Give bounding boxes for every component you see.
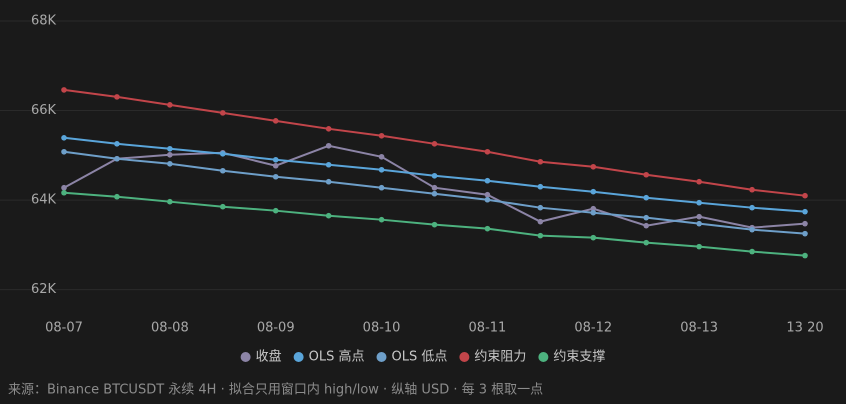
data-point <box>61 189 67 196</box>
legend-marker <box>293 352 304 362</box>
data-point <box>696 243 702 250</box>
data-point <box>378 132 385 139</box>
data-point <box>61 184 67 191</box>
data-point <box>696 178 702 185</box>
y-tick-label: 64K <box>31 193 57 208</box>
x-tick-label: 13 20 <box>786 321 823 336</box>
data-point <box>484 196 491 203</box>
data-point <box>325 212 332 219</box>
data-point <box>590 205 597 212</box>
data-point <box>802 230 808 237</box>
data-point <box>431 221 438 228</box>
data-point <box>272 207 279 214</box>
data-point <box>537 232 544 239</box>
data-point <box>643 222 650 229</box>
data-point <box>643 194 650 201</box>
data-point <box>537 204 544 211</box>
legend-label: 收盘 <box>256 349 282 365</box>
x-tick-label: 08-08 <box>151 321 189 336</box>
data-point <box>378 166 385 173</box>
data-point <box>749 204 755 211</box>
legend: 收盘 OLS 高点 OLS 低点 约束阻力 约束支撑 <box>240 349 605 365</box>
data-point <box>431 184 438 191</box>
data-point <box>167 160 173 167</box>
data-point <box>696 213 702 220</box>
data-point <box>61 135 67 141</box>
data-point <box>219 203 226 210</box>
legend-label: OLS 高点 <box>309 349 365 365</box>
data-point <box>272 156 279 163</box>
data-point <box>325 126 332 132</box>
legend-marker <box>376 352 387 362</box>
grid: 62K 64K 66K 68K 08-07 08-08 08-09 08-10 08-11 08-… <box>0 14 846 336</box>
data-point <box>484 148 491 155</box>
data-point <box>590 188 597 195</box>
data-point <box>537 218 544 225</box>
legend-marker <box>459 352 470 362</box>
data-point <box>802 220 808 227</box>
y-tick-label: 66K <box>31 103 57 118</box>
data-point <box>484 177 491 184</box>
data-point <box>749 226 755 233</box>
data-point <box>167 102 173 108</box>
data-point <box>431 141 438 147</box>
data-point <box>696 220 702 227</box>
data-point <box>167 198 173 205</box>
y-tick-label: 68K <box>31 14 57 29</box>
data-point <box>325 161 332 168</box>
data-point <box>643 171 650 178</box>
data-point <box>590 163 597 170</box>
data-point <box>802 208 808 215</box>
data-point <box>696 199 702 206</box>
data-point <box>114 155 120 162</box>
data-point <box>219 110 226 116</box>
data-point <box>219 167 226 174</box>
data-point <box>802 192 808 199</box>
x-tick-label: 08-07 <box>45 321 83 336</box>
data-point <box>643 214 650 221</box>
y-tick-label: 62K <box>31 282 57 297</box>
data-point <box>272 162 279 169</box>
legend-label: OLS 低点 <box>391 350 447 365</box>
x-tick-label: 08-10 <box>363 321 401 336</box>
data-point <box>114 141 120 147</box>
data-point <box>431 172 438 179</box>
x-tick-label: 08-13 <box>680 321 718 336</box>
legend-label: 约束阻力 <box>474 350 526 365</box>
data-point <box>643 239 650 246</box>
data-point <box>325 142 332 149</box>
data-point <box>219 150 226 157</box>
data-point <box>272 173 279 180</box>
data-point <box>61 148 67 155</box>
data-point <box>114 94 120 100</box>
data-point <box>378 153 385 160</box>
data-point <box>431 190 438 197</box>
data-point <box>590 234 597 241</box>
plot-area <box>61 87 808 259</box>
data-point <box>537 158 544 165</box>
data-point <box>749 186 755 193</box>
data-point <box>378 184 385 191</box>
data-point <box>537 183 544 190</box>
data-point <box>378 216 385 223</box>
data-point <box>325 178 332 185</box>
data-point <box>272 118 279 124</box>
data-point <box>484 191 491 198</box>
data-point <box>61 87 67 93</box>
x-tick-label: 08-09 <box>257 321 295 336</box>
data-point <box>167 145 173 152</box>
data-point <box>590 209 597 216</box>
data-point <box>167 151 173 158</box>
x-tick-label: 08-12 <box>574 321 612 336</box>
source-note: 来源：Binance BTCUSDT 永续 4H · 拟合只用窗口内 high/… <box>8 382 543 398</box>
legend-label: 约束支撑 <box>553 350 605 365</box>
legend-marker <box>538 352 549 362</box>
legend-marker <box>240 352 251 362</box>
data-point <box>749 248 755 255</box>
data-point <box>802 252 808 259</box>
data-point <box>484 225 491 232</box>
data-point <box>114 193 120 200</box>
x-tick-label: 08-11 <box>469 321 507 336</box>
